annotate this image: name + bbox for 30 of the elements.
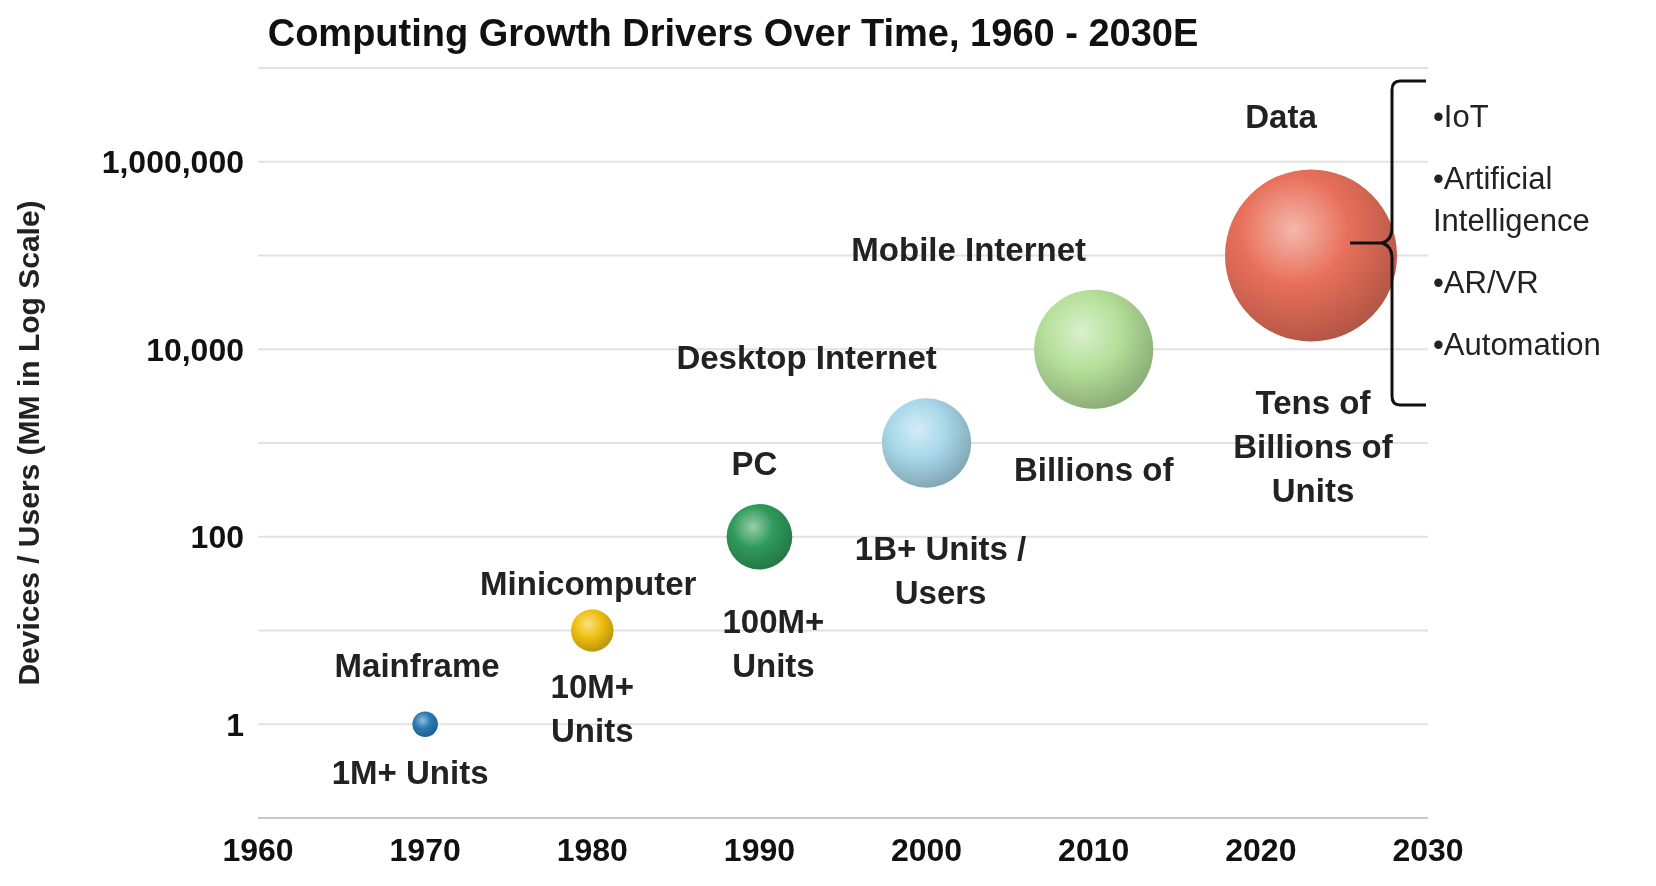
x-tick-label: 1970 [389,831,461,868]
x-tick-label: 2000 [890,831,963,868]
annotation: 1M+ Units [331,753,489,791]
y-axis-title: Devices / Users (MM in Log Scale) [11,200,45,686]
y-tick-label: 1,000,000 [101,144,244,181]
y-tick-label: 10,000 [146,331,244,368]
annotation: Desktop Internet [676,338,937,376]
x-tick-label: 2030 [1392,831,1464,868]
x-tick-label: 1980 [556,831,628,868]
annotation: Billions of [1013,450,1175,488]
annotation: Data [1245,97,1318,134]
annotation: Minicomputer [480,564,697,601]
x-tick-label: 1990 [723,831,796,868]
annotation: Mainframe [334,646,500,684]
text: •Automation [1433,326,1602,364]
chart-title: Computing Growth Drivers Over Time, 1960 - 2030E [266,11,1200,56]
annotation: 1B+ Units / Users [854,529,1027,611]
x-tick-label: 2010 [1058,831,1130,868]
x-tick-label: 1960 [222,831,294,868]
annotation: Mobile Internet [851,230,1087,268]
annotation: 100M+ Units [722,602,825,684]
x-tick-label: 2020 [1225,831,1297,868]
text: •Artificial Intelligence [1433,160,1591,240]
text: •IoT [1433,98,1490,136]
annotation: Tens of Billions of Units [1233,383,1394,508]
annotation: 10M+ Units [550,667,635,748]
annotation: PC [731,444,778,482]
text: •AR/VR [1433,264,1540,302]
y-tick-label: 1 [226,706,244,743]
y-tick-label: 100 [190,519,244,556]
